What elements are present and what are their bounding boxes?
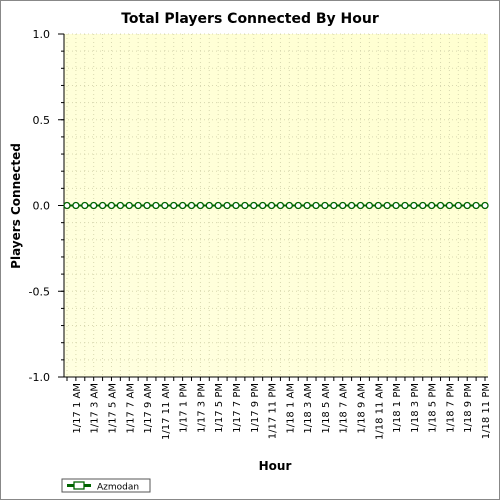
y-axis-label: Players Connected bbox=[9, 143, 23, 269]
x-tick-label: 1/17 5 PM bbox=[214, 383, 225, 433]
data-point bbox=[427, 201, 436, 210]
chart-title: Total Players Connected By Hour bbox=[121, 11, 379, 27]
data-point bbox=[161, 201, 169, 210]
x-tick-label: 1/18 5 AM bbox=[321, 383, 332, 434]
data-point bbox=[374, 201, 382, 210]
y-tick-label: 0.0 bbox=[33, 200, 51, 213]
data-point bbox=[356, 201, 365, 210]
x-tick-label: 1/17 7 PM bbox=[232, 383, 243, 433]
data-point bbox=[63, 201, 71, 210]
data-point bbox=[250, 201, 258, 210]
data-point bbox=[259, 201, 267, 210]
data-point bbox=[472, 201, 480, 210]
data-point bbox=[401, 201, 409, 210]
y-axis-ticks: 1.0 0.5 0.0 -0.5 -1.0 bbox=[29, 28, 64, 384]
data-point bbox=[383, 201, 391, 210]
x-tick-label: 1/18 1 AM bbox=[285, 383, 296, 434]
data-point bbox=[454, 201, 462, 210]
x-tick-label: 1/18 3 PM bbox=[410, 383, 421, 433]
data-point bbox=[107, 201, 116, 210]
x-tick-label: 1/17 11 PM bbox=[268, 383, 279, 439]
x-tick-label: 1/17 3 PM bbox=[196, 383, 207, 433]
x-tick-label: 1/18 7 PM bbox=[445, 383, 456, 433]
data-point bbox=[116, 201, 125, 210]
data-point bbox=[143, 201, 151, 210]
data-point bbox=[312, 201, 320, 210]
legend: Azmodan bbox=[61, 478, 151, 493]
data-point bbox=[241, 201, 249, 210]
x-tick-label: 1/17 9 AM bbox=[143, 383, 154, 434]
data-point bbox=[392, 201, 400, 210]
data-point bbox=[81, 201, 89, 210]
x-tick-label: 1/18 1 PM bbox=[392, 383, 403, 433]
legend-marker-swatch bbox=[73, 481, 85, 490]
data-point bbox=[134, 201, 142, 210]
x-tick-label: 1/18 9 AM bbox=[356, 383, 367, 434]
data-point bbox=[285, 201, 293, 210]
data-point bbox=[419, 201, 427, 210]
data-point bbox=[205, 201, 213, 210]
data-point bbox=[214, 201, 222, 210]
data-point bbox=[276, 201, 285, 210]
data-point bbox=[321, 201, 329, 210]
x-axis-ticks: 1/17 1 AM 1/17 3 AM 1/17 5 AM 1/17 7 AM 1/17… bbox=[66, 377, 492, 440]
data-point bbox=[347, 201, 356, 210]
data-point bbox=[98, 201, 107, 210]
data-point bbox=[223, 201, 231, 210]
x-tick-label: 1/18 7 AM bbox=[339, 383, 350, 434]
data-point bbox=[330, 201, 338, 210]
legend-label-azmodan: Azmodan bbox=[97, 483, 139, 493]
x-tick-label: 1/17 3 AM bbox=[90, 383, 101, 434]
data-point bbox=[232, 201, 240, 210]
x-tick-label: 1/17 7 AM bbox=[125, 383, 136, 434]
x-tick-label: 1/18 9 PM bbox=[463, 383, 474, 433]
x-tick-label: 1/18 11 AM bbox=[374, 383, 385, 440]
data-point bbox=[339, 201, 347, 210]
x-tick-label: 1/18 5 PM bbox=[428, 383, 439, 433]
data-point bbox=[90, 201, 98, 210]
data-point bbox=[178, 201, 187, 210]
data-point bbox=[196, 201, 205, 210]
data-point bbox=[463, 201, 471, 210]
data-point bbox=[365, 201, 374, 210]
data-point bbox=[170, 201, 178, 210]
x-tick-label: 1/17 1 PM bbox=[179, 383, 190, 433]
series-azmodan bbox=[63, 201, 489, 210]
x-tick-label: 1/18 11 PM bbox=[481, 383, 492, 439]
data-point bbox=[481, 201, 489, 210]
y-tick-label: -0.5 bbox=[29, 285, 50, 298]
data-point bbox=[294, 201, 302, 210]
data-point bbox=[303, 201, 311, 210]
x-tick-label: 1/17 9 PM bbox=[250, 383, 261, 433]
data-point bbox=[125, 201, 133, 210]
data-point bbox=[410, 201, 418, 210]
data-point bbox=[152, 201, 160, 210]
x-tick-label: 1/17 1 AM bbox=[72, 383, 83, 434]
x-axis-label: Hour bbox=[259, 459, 292, 473]
y-tick-label: -1.0 bbox=[29, 371, 50, 384]
data-point bbox=[445, 201, 454, 210]
data-point bbox=[436, 201, 445, 210]
x-tick-label: 1/17 11 AM bbox=[161, 383, 172, 440]
data-point bbox=[267, 201, 276, 210]
data-point bbox=[187, 201, 196, 210]
y-tick-label: 1.0 bbox=[33, 28, 51, 41]
x-tick-label: 1/17 5 AM bbox=[107, 383, 118, 434]
x-tick-label: 1/18 3 AM bbox=[303, 383, 314, 434]
y-tick-label: 0.5 bbox=[33, 114, 51, 127]
data-point bbox=[72, 201, 80, 210]
